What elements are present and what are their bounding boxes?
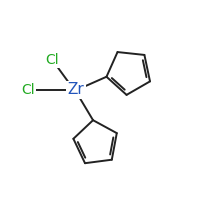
Text: Zr: Zr	[68, 82, 84, 97]
Text: Cl: Cl	[21, 83, 35, 97]
Text: Cl: Cl	[45, 53, 59, 67]
